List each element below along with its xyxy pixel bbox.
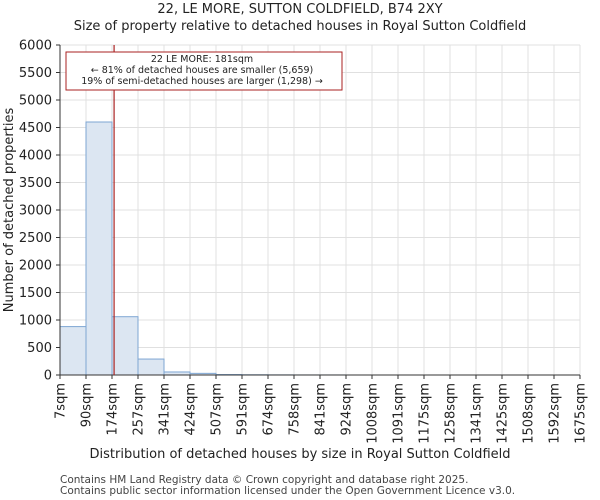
x-tick-label: 341sqm	[158, 383, 173, 436]
histogram-bar	[137, 358, 165, 376]
chart-svg: 0 500 1000 1500 2000 2500 3000 3500 4000 4500 5000…	[2, 39, 589, 463]
annotation-line: 19% of semi-detached houses are larger (…	[81, 76, 323, 87]
x-tick-label: 1592sqm	[548, 383, 563, 444]
x-tick-label: 1175sqm	[418, 383, 433, 444]
histogram-bar	[59, 326, 87, 376]
x-tick-label: 1425sqm	[496, 383, 511, 444]
x-tick-label: 758sqm	[288, 383, 303, 436]
annotation-line: ← 81% of detached houses are smaller (5,…	[91, 65, 314, 76]
footer-copyright: Contains HM Land Registry data © Crown c…	[60, 474, 469, 486]
x-tick-label: 424sqm	[184, 383, 199, 436]
x-tick-label: 1508sqm	[522, 383, 537, 444]
y-tick-label: 2500	[19, 231, 52, 246]
y-tick-label: 5000	[19, 94, 52, 109]
annotation-box	[65, 51, 343, 91]
annotation-line: 22 LE MORE: 181sqm	[151, 54, 253, 65]
y-tick-label: 3500	[19, 176, 52, 191]
y-tick-label: 1000	[19, 314, 52, 329]
y-tick-label: 0	[44, 369, 52, 384]
y-tick-label: 1500	[19, 286, 52, 301]
x-tick-label: 1675sqm	[574, 383, 589, 444]
y-axis-title: Number of detached properties	[2, 108, 17, 313]
x-axis-title: Distribution of detached houses by size …	[90, 447, 511, 462]
chart-title-address: 22, LE MORE, SUTTON COLDFIELD, B74 2XY	[157, 2, 443, 17]
x-tick-label: 257sqm	[132, 383, 147, 436]
y-tick-label: 2000	[19, 259, 52, 274]
y-tick-label: 500	[27, 341, 52, 356]
y-tick-label: 3000	[19, 204, 52, 219]
x-tick-label: 7sqm	[54, 383, 69, 419]
x-tick-label: 591sqm	[236, 383, 251, 436]
x-tick-label: 674sqm	[262, 383, 277, 436]
y-tick-label: 6000	[19, 39, 52, 54]
chart-title: Size of property relative to detached ho…	[73, 19, 527, 34]
x-tick-label: 174sqm	[106, 383, 121, 436]
x-tick-label: 1091sqm	[392, 383, 407, 444]
x-tick-label: 1008sqm	[366, 383, 381, 444]
histogram-bar	[85, 121, 113, 376]
y-tick-label: 5500	[19, 66, 52, 81]
x-tick-label: 841sqm	[314, 383, 329, 436]
footer-licence: Contains public sector information licen…	[60, 485, 516, 497]
x-tick-label: 507sqm	[210, 383, 225, 436]
y-tick-label: 4000	[19, 149, 52, 164]
x-tick-label: 90sqm	[80, 383, 95, 427]
histogram-bar	[111, 316, 139, 376]
x-tick-label: 1258sqm	[444, 383, 459, 444]
x-tick-label: 1341sqm	[470, 383, 485, 444]
x-tick-label: 924sqm	[340, 383, 355, 436]
y-tick-label: 4500	[19, 121, 52, 136]
